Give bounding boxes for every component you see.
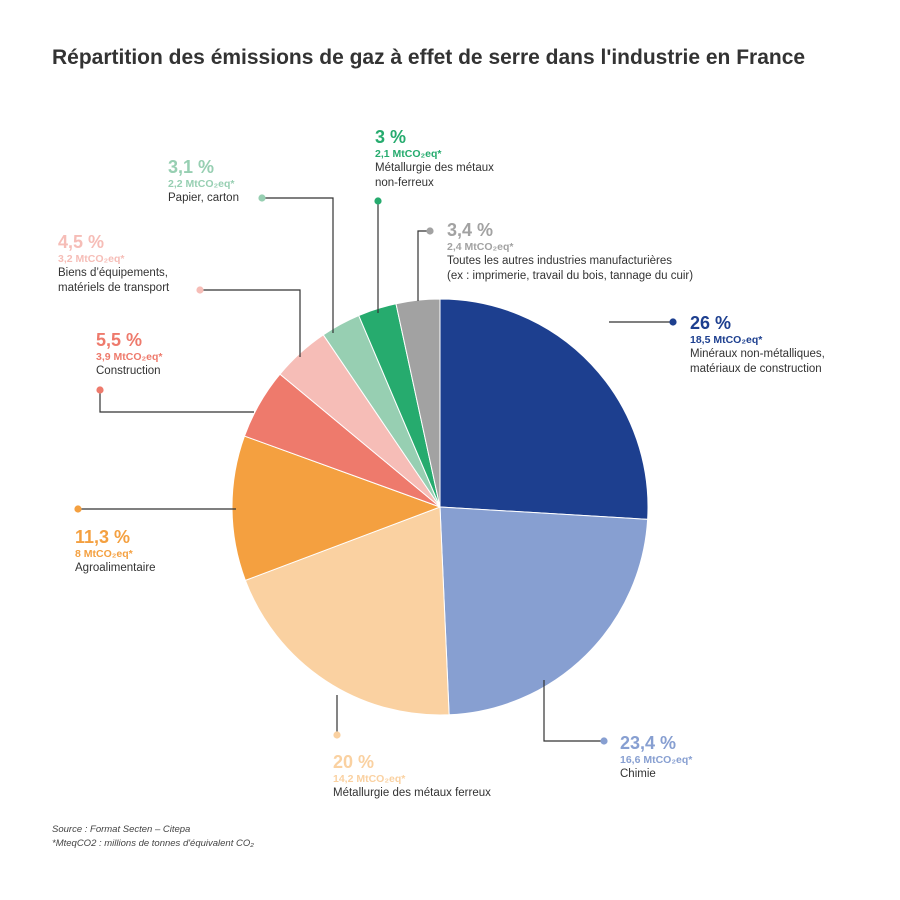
slice-label: 20 % 14,2 MtCO₂eq* Métallurgie des métaux … — [333, 752, 491, 801]
slice-label: 3 % 2,1 MtCO₂eq* Métallurgie des métaux no… — [375, 127, 494, 191]
leader-line — [262, 197, 334, 333]
slice-category: Biens d’équipements, matériels de transp… — [58, 267, 170, 294]
leader-dot — [600, 737, 608, 745]
leader-dot — [196, 286, 204, 294]
slice-category: Métallurgie des métaux non-ferreux — [375, 162, 494, 189]
slice-label: 3,1 % 2,2 MtCO₂eq* Papier, carton — [168, 157, 239, 206]
slice-category: Minéraux non-métalliques, matériaux de c… — [690, 348, 825, 375]
slice-label: 4,5 % 3,2 MtCO₂eq* Biens d’équipements, ma… — [58, 232, 169, 296]
slice-percent: 11,3 % — [75, 527, 131, 547]
leader-dot — [74, 505, 82, 513]
leader-line — [417, 230, 430, 301]
leader-dot — [96, 386, 104, 394]
slice-value: 14,2 MtCO₂eq* — [333, 773, 406, 785]
footer: Source : Format Secten – Citepa *MteqCO2… — [52, 823, 254, 851]
unit-note: *MteqCO2 : millions de tonnes d'équivale… — [52, 838, 254, 849]
source-note: Source : Format Secten – Citepa — [52, 824, 191, 835]
leader-dot — [258, 194, 266, 202]
slice-value: 18,5 MtCO₂eq* — [690, 334, 763, 346]
slice-value: 2,2 MtCO₂eq* — [168, 178, 235, 190]
slice-value: 3,9 MtCO₂eq* — [96, 351, 163, 363]
leader-line — [99, 390, 254, 413]
slice-category: Métallurgie des métaux ferreux — [333, 787, 491, 799]
slice-percent: 5,5 % — [96, 330, 143, 350]
slice-percent: 3,1 % — [168, 157, 215, 177]
leader-dot — [333, 731, 341, 739]
chart-title: Répartition des émissions de gaz à effet… — [52, 46, 806, 69]
slice-percent: 20 % — [333, 752, 375, 772]
slice-category: Agroalimentaire — [75, 562, 156, 574]
leader-line — [543, 680, 604, 742]
slice-percent: 23,4 % — [620, 733, 677, 753]
leader-line — [200, 289, 301, 357]
slice-label: 26 % 18,5 MtCO₂eq* Minéraux non-métallique… — [690, 313, 825, 377]
slice-label: 5,5 % 3,9 MtCO₂eq* Construction — [96, 330, 163, 379]
slice-value: 16,6 MtCO₂eq* — [620, 754, 693, 766]
slice-percent: 3,4 % — [447, 220, 494, 240]
slice-category: Chimie — [620, 768, 656, 780]
pie-slice — [231, 435, 442, 582]
slice-value: 2,4 MtCO₂eq* — [447, 241, 514, 253]
slice-label: 3,4 % 2,4 MtCO₂eq* Toutes les autres indus… — [447, 220, 693, 284]
slice-label: 23,4 % 16,6 MtCO₂eq* Chimie — [620, 733, 692, 782]
slice-category: Construction — [96, 365, 161, 377]
pie-slice — [439, 506, 649, 716]
slice-category: Papier, carton — [168, 192, 239, 204]
leader-dot — [374, 197, 382, 205]
pie-slice — [244, 506, 450, 716]
slice-category: Toutes les autres industries manufacturi… — [447, 255, 694, 282]
slice-percent: 4,5 % — [58, 232, 105, 252]
pie-slice — [439, 298, 649, 520]
slice-percent: 26 % — [690, 313, 732, 333]
slice-value: 2,1 MtCO₂eq* — [375, 148, 442, 160]
slice-value: 3,2 MtCO₂eq* — [58, 253, 125, 265]
leader-dot — [669, 318, 677, 326]
slice-label: 11,3 % 8 MtCO₂eq* Agroalimentaire — [75, 527, 156, 576]
slice-value: 8 MtCO₂eq* — [75, 548, 133, 560]
leader-dot — [426, 227, 434, 235]
slice-percent: 3 % — [375, 127, 407, 147]
